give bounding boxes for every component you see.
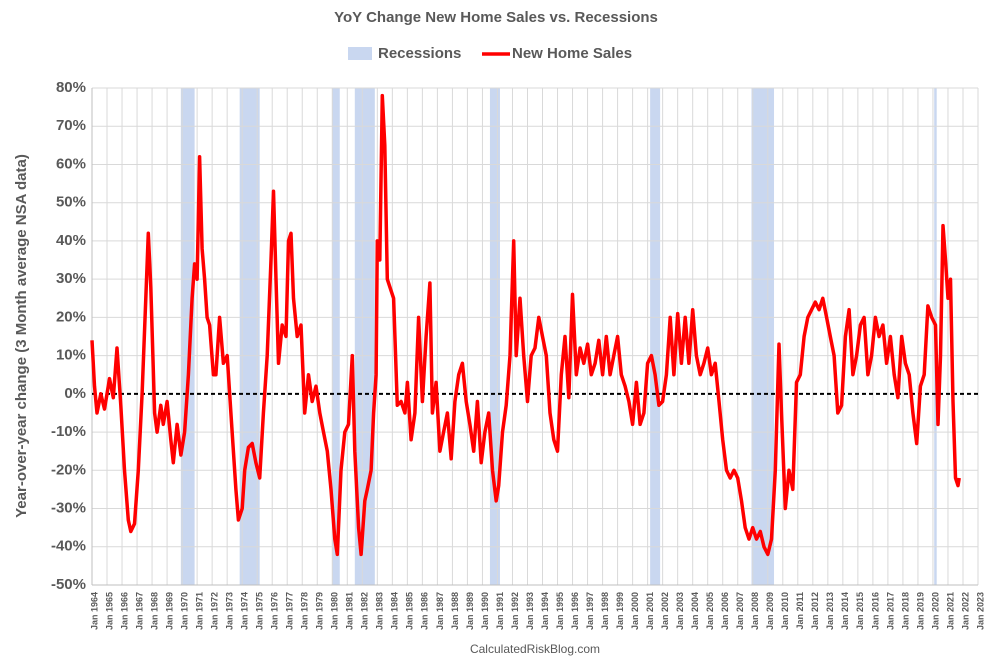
x-tick-label: Jan 1995 (555, 592, 565, 630)
x-tick-label: Jan 1969 (164, 592, 174, 630)
x-tick-label: Jan 1975 (255, 592, 265, 630)
x-tick-label: Jan 1979 (315, 592, 325, 630)
x-tick-label: Jan 1993 (525, 592, 535, 630)
y-tick-label: 20% (56, 308, 86, 325)
x-tick-label: Jan 2014 (840, 592, 850, 630)
x-tick-label: Jan 1973 (225, 592, 235, 630)
x-tick-label: Jan 2015 (855, 592, 865, 630)
x-tick-label: Jan 2008 (750, 592, 760, 630)
x-tick-label: Jan 2004 (690, 592, 700, 630)
y-axis-label: Year-over-year change (3 Month average N… (13, 154, 30, 518)
x-tick-label: Jan 1983 (375, 592, 385, 630)
x-tick-label: Jan 1968 (149, 592, 159, 630)
x-tick-label: Jan 2005 (705, 592, 715, 630)
line-series (90, 93, 961, 557)
x-tick-label: Jan 2019 (915, 592, 925, 630)
y-tick-label: -20% (51, 461, 86, 478)
x-tick-label: Jan 2012 (810, 592, 820, 630)
x-tick-label: Jan 2009 (765, 592, 775, 630)
x-tick-label: Jan 1966 (119, 592, 129, 630)
x-tick-label: Jan 1994 (540, 592, 550, 630)
x-tick-label: Jan 1976 (270, 592, 280, 630)
recession-band (332, 88, 340, 585)
y-tick-label: 10% (56, 347, 86, 364)
x-tick-label: Jan 1984 (390, 592, 400, 630)
recession-band (489, 88, 500, 585)
x-tick-label: Jan 2007 (735, 592, 745, 630)
x-tick-label: Jan 2000 (630, 592, 640, 630)
y-tick-label: 80% (56, 79, 86, 96)
y-tick-label: -40% (51, 538, 86, 555)
x-tick-label: Jan 2006 (720, 592, 730, 630)
source: CalculatedRiskBlog.com (470, 642, 600, 656)
legend-swatch (348, 47, 372, 60)
x-tick-label: Jan 2003 (675, 592, 685, 630)
x-tick-label: Jan 1999 (615, 592, 625, 630)
x-tick-label: Jan 2002 (660, 592, 670, 630)
x-tick-label: Jan 2018 (900, 592, 910, 630)
x-tick-label: Jan 2017 (885, 592, 895, 630)
chart-title: YoY Change New Home Sales vs. Recessions (334, 9, 658, 26)
x-tick-label: Jan 1990 (480, 592, 490, 630)
x-tick-label: Jan 1986 (420, 592, 430, 630)
recession-band (751, 88, 775, 585)
x-tick-label: Jan 1992 (510, 592, 520, 630)
x-tick-label: Jan 2021 (945, 592, 955, 630)
x-tick-label: Jan 1978 (300, 592, 310, 630)
legend-label: New Home Sales (512, 45, 632, 62)
y-tick-label: -30% (51, 500, 86, 517)
x-tick-label: Jan 1965 (104, 592, 114, 630)
x-tick-label: Jan 1996 (570, 592, 580, 630)
x-tick-label: Jan 1987 (435, 592, 445, 630)
x-tick-label: Jan 2023 (975, 592, 985, 630)
legend-label: Recessions (378, 45, 461, 62)
recession-band (180, 88, 195, 585)
x-tick-label: Jan 1998 (600, 592, 610, 630)
y-tick-label: 40% (56, 232, 86, 249)
y-tick-label: 70% (56, 117, 86, 134)
x-tick-label: Jan 1974 (240, 592, 250, 630)
x-tick-label: Jan 1997 (585, 592, 595, 630)
x-tick-label: Jan 2022 (960, 592, 970, 630)
x-tick-label: Jan 1981 (345, 592, 355, 630)
x-tick-label: Jan 1985 (405, 592, 415, 630)
x-tick-label: Jan 1964 (89, 592, 99, 630)
y-tick-label: 0% (64, 385, 86, 402)
x-tick-label: Jan 1967 (134, 592, 144, 630)
y-tick-label: 50% (56, 194, 86, 211)
x-tick-label: Jan 1988 (450, 592, 460, 630)
recession-band (650, 88, 661, 585)
y-tick-label: 60% (56, 155, 86, 172)
x-tick-label: Jan 1989 (465, 592, 475, 630)
x-tick-label: Jan 2010 (780, 592, 790, 630)
x-tick-label: Jan 1991 (495, 592, 505, 630)
y-tick-label: -50% (51, 576, 86, 593)
x-tick-label: Jan 2020 (930, 592, 940, 630)
x-tick-label: Jan 1977 (285, 592, 295, 630)
x-tick-label: Jan 2013 (825, 592, 835, 630)
x-tick-label: Jan 1982 (360, 592, 370, 630)
x-tick-label: Jan 2016 (870, 592, 880, 630)
y-tick-label: -10% (51, 423, 86, 440)
x-tick-label: Jan 1971 (194, 592, 204, 630)
x-tick-label: Jan 1972 (210, 592, 220, 630)
x-tick-label: Jan 1970 (179, 592, 189, 630)
x-tick-label: Jan 2011 (795, 592, 805, 630)
x-tick-label: Jan 1980 (330, 592, 340, 630)
x-tick-label: Jan 2001 (645, 592, 655, 630)
y-tick-label: 30% (56, 270, 86, 287)
